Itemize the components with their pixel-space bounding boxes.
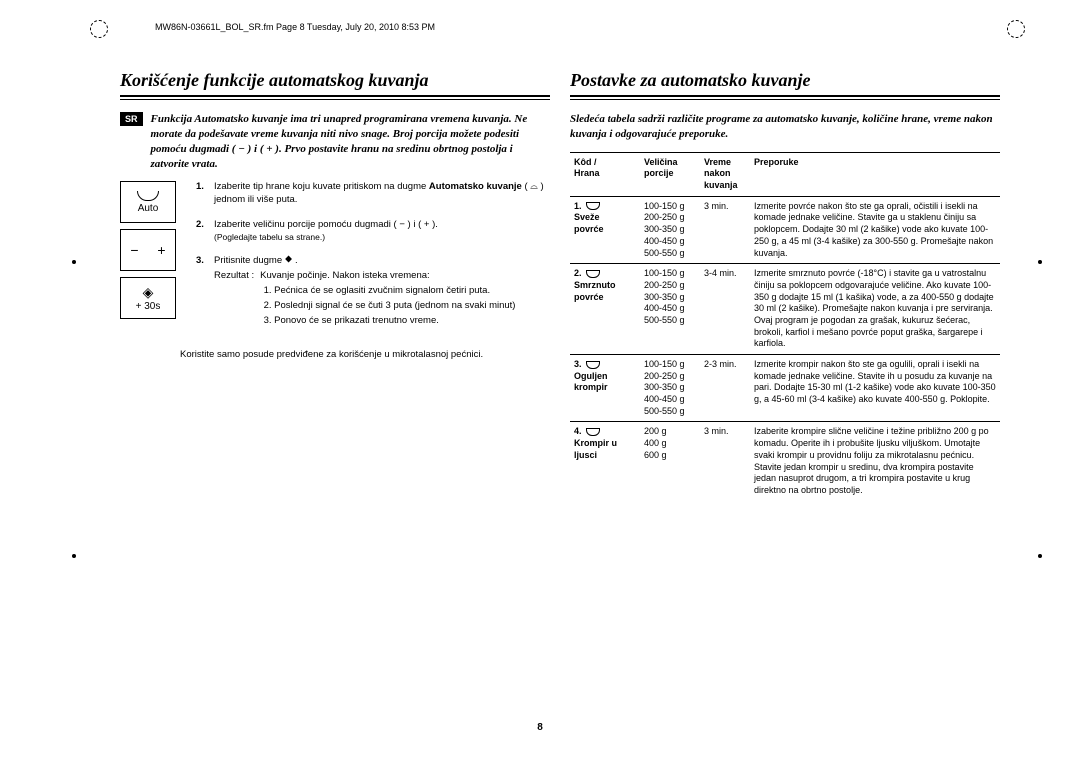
step-number: 1. [196, 181, 214, 207]
minus-icon: − [130, 242, 138, 258]
table-row: 3. Oguljenkrompir100-150 g200-250 g300-3… [570, 355, 1000, 422]
page-header: MW86N-03661L_BOL_SR.fm Page 8 Tuesday, J… [155, 22, 435, 32]
th-size: Veličinaporcije [640, 152, 700, 196]
result-item: Ponovo će se prikazati trenutno vreme. [274, 315, 515, 328]
cell-time: 3 min. [700, 196, 750, 263]
cell-sizes: 100-150 g200-250 g300-350 g400-450 g500-… [640, 355, 700, 422]
cooking-table: Kôd /Hrana Veličinaporcije Vremenakonkuv… [570, 152, 1000, 501]
left-note: Koristite samo posude predviđene za kori… [180, 349, 550, 362]
crop-mark-tr [1007, 20, 1025, 38]
th-rec: Preporuke [750, 152, 1000, 196]
result-item: Pećnica će se oglasiti zvučnim signalom … [274, 285, 515, 298]
result-list: Pećnica će se oglasiti zvučnim signalom … [260, 285, 515, 327]
table-row: 1. Svežepovrće100-150 g200-250 g300-350 … [570, 196, 1000, 263]
steps-list: 1. Izaberite tip hrane koju kuvate priti… [196, 181, 550, 341]
cell-time: 3-4 min. [700, 264, 750, 355]
table-row: 2. Smrznutopovrće100-150 g200-250 g300-3… [570, 264, 1000, 355]
binding-dot [1038, 260, 1042, 264]
cell-rec: Izmerite krompir nakon što ste ga ogulil… [750, 355, 1000, 422]
th-code: Kôd /Hrana [570, 152, 640, 196]
step-sub: (Pogledajte tabelu sa strane.) [214, 232, 550, 243]
result-label: Rezultat : [214, 270, 254, 329]
step-1: 1. Izaberite tip hrane koju kuvate priti… [196, 181, 550, 207]
step-2: 2. Izaberite veličinu porcije pomoću dug… [196, 219, 550, 243]
th-time: Vremenakonkuvanja [700, 152, 750, 196]
cell-sizes: 200 g400 g600 g [640, 422, 700, 501]
result-item: Poslednji signal će se čuti 3 puta (jedn… [274, 300, 515, 313]
diamond-icon: ◈ [143, 284, 154, 301]
right-column: Postavke za automatsko kuvanje Sledeća t… [570, 70, 1000, 501]
step-text: Izaberite tip hrane koju kuvate pritisko… [214, 181, 429, 192]
result-intro: Kuvanje počinje. Nakon isteka vremena: [260, 270, 515, 283]
cell-time: 2-3 min. [700, 355, 750, 422]
step-3: 3. Pritisnite dugme ⯁ . Rezultat : Kuvan… [196, 255, 550, 329]
left-column: Korišćenje funkcije automatskog kuvanja … [120, 70, 550, 501]
step-text: Pritisnite dugme ⯁ . [214, 255, 550, 268]
crop-mark-tl [90, 20, 108, 38]
left-title: Korišćenje funkcije automatskog kuvanja [120, 70, 550, 91]
plus30-label: + 30s [136, 301, 161, 312]
cell-sizes: 100-150 g200-250 g300-350 g400-450 g500-… [640, 196, 700, 263]
cell-time: 3 min. [700, 422, 750, 501]
cell-rec: Izmerite povrće nakon što ste ga oprali,… [750, 196, 1000, 263]
right-intro: Sledeća tabela sadrži različite programe… [570, 112, 1000, 142]
auto-label: Auto [138, 203, 159, 214]
right-title: Postavke za automatsko kuvanje [570, 70, 1000, 91]
step-bold: Automatsko kuvanje [429, 181, 522, 192]
step-number: 2. [196, 219, 214, 243]
plus-minus-button-icon: − + [120, 229, 176, 271]
binding-dot [72, 260, 76, 264]
cell-rec: Izaberite krompire slične veličine i tež… [750, 422, 1000, 501]
page-number: 8 [0, 722, 1080, 733]
cell-rec: Izmerite smrznuto povrće (-18°C) i stavi… [750, 264, 1000, 355]
left-intro: Funkcija Automatsko kuvanje ima tri unap… [151, 112, 550, 171]
table-row: 4. Krompir uljusci200 g400 g600 g3 min.I… [570, 422, 1000, 501]
language-badge: SR [120, 112, 143, 126]
step-number: 3. [196, 255, 214, 329]
step-text: Izaberite veličinu porcije pomoću dugmad… [214, 219, 550, 232]
button-icons: Auto − + ◈ + 30s [120, 181, 180, 341]
plus-icon: + [157, 242, 165, 258]
cell-sizes: 100-150 g200-250 g300-350 g400-450 g500-… [640, 264, 700, 355]
binding-dot [72, 554, 76, 558]
start-button-icon: ◈ + 30s [120, 277, 176, 319]
binding-dot [1038, 554, 1042, 558]
auto-button-icon: Auto [120, 181, 176, 223]
